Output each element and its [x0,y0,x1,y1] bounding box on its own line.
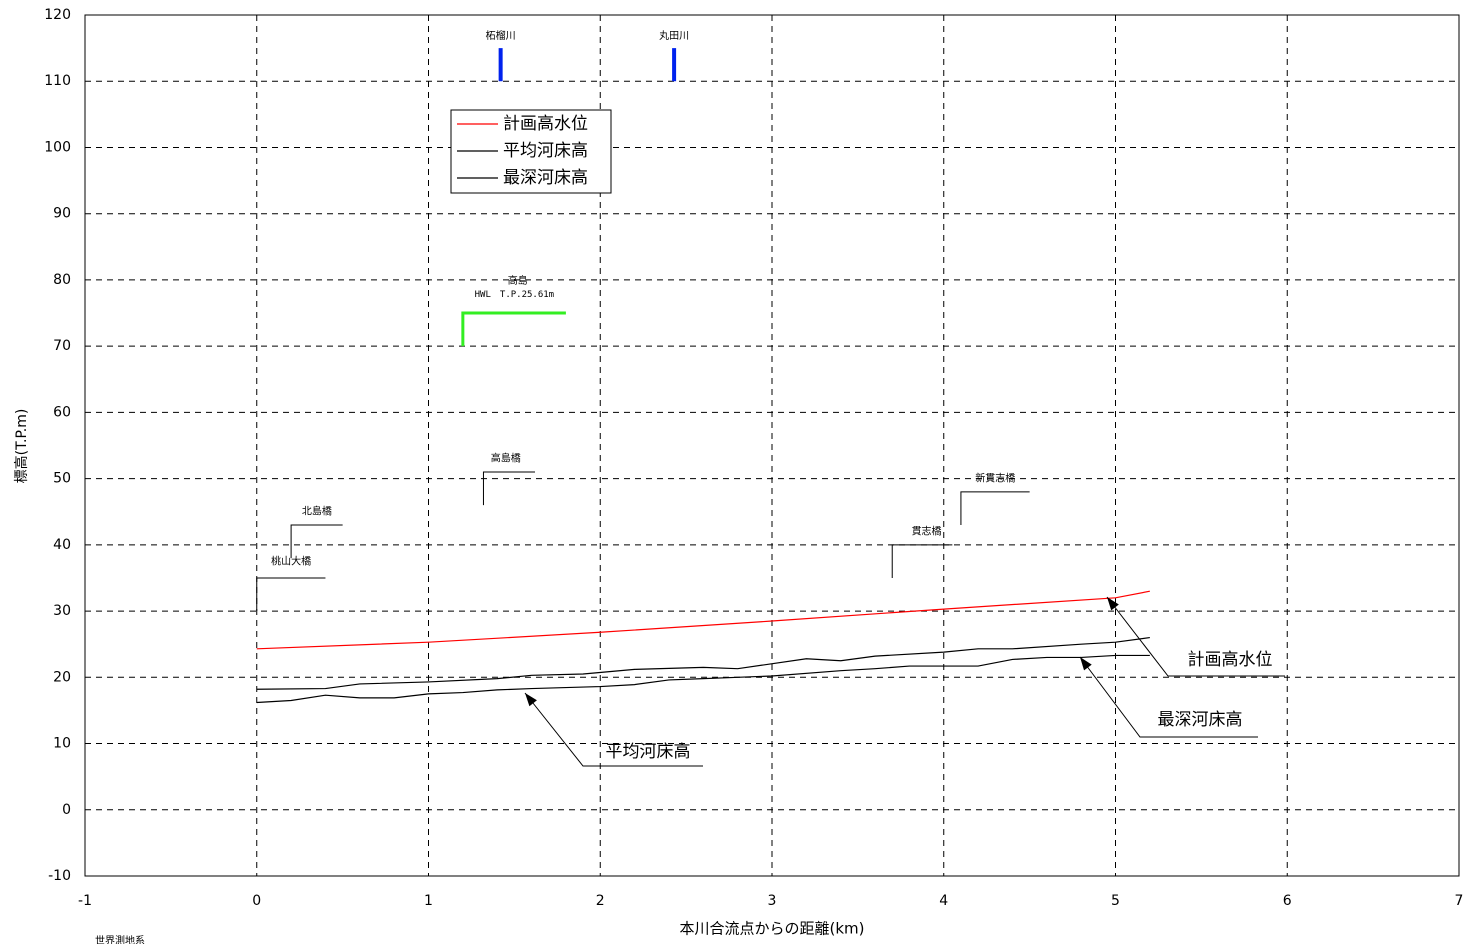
x-tick-label: 2 [596,893,605,909]
y-tick-label: 40 [53,537,71,553]
y-tick-label: 90 [53,206,71,222]
callout-line [1079,656,1258,738]
legend-label: 計画高水位 [503,114,588,134]
tributary-label: 柘榴川 [486,29,516,42]
y-tick-label: 30 [53,603,71,619]
series-line [256,654,1150,704]
x-tick-label: 4 [939,893,948,909]
tributary-label: 丸田川 [659,29,689,42]
y-tick-label: 60 [53,404,71,420]
plot-frame [84,14,1460,877]
bridge-label: 高島橋 [491,452,521,465]
bridge-marker [960,491,1030,525]
bridge-label: 新貫志橋 [975,472,1015,485]
y-tick-label: 80 [53,272,71,288]
y-tick-label: 100 [44,139,71,155]
legend-label: 最深河床高 [503,168,588,188]
y-tick-label: 120 [44,7,71,23]
x-axis-label: 本川合流点からの距離(km) [679,920,864,938]
y-tick-label: -10 [48,868,71,884]
bridge-marker [256,577,326,612]
y-tick-label: 110 [44,73,71,89]
x-tick-label: 6 [1283,893,1292,909]
hwl-station: 高島 [508,274,528,287]
bridge-marker [891,544,953,578]
y-tick-label: 70 [53,338,71,354]
x-tick-label: 3 [768,893,777,909]
callout-line [524,692,703,767]
y-tick-label: 50 [53,471,71,487]
series-line [256,636,1150,690]
y-tick-label: 10 [53,736,71,752]
hwl-marker [461,311,566,347]
series-line [256,590,1150,650]
callout-arrow [1080,657,1092,671]
x-tick-label: 7 [1455,893,1464,909]
hwl-label: HWL T.P.25.61m [475,290,554,300]
callout-arrow [525,693,537,707]
y-axis-label: 標高(T.P.m) [13,409,30,484]
x-tick-label: 1 [424,893,433,909]
bridge-marker [290,524,343,559]
y-tick-label: 0 [62,802,71,818]
callout-label: 平均河床高 [606,742,691,762]
y-tick-label: 20 [53,669,71,685]
x-tick-label: 0 [252,893,261,909]
bridge-marker [482,471,535,506]
callout-label: 最深河床高 [1158,710,1243,730]
callout-arrow [1107,597,1119,611]
footnote: 世界測地系 [95,934,145,944]
bridge-label: 北島橋 [302,505,332,518]
x-tick-label: 5 [1111,893,1120,909]
bridge-label: 貫志橋 [912,525,942,538]
bridge-label: 桃山大橋 [271,554,311,567]
legend-label: 平均河床高 [503,141,588,161]
callout-label: 計画高水位 [1188,650,1273,670]
callout-line [1106,596,1285,677]
x-tick-label: -1 [78,893,92,909]
